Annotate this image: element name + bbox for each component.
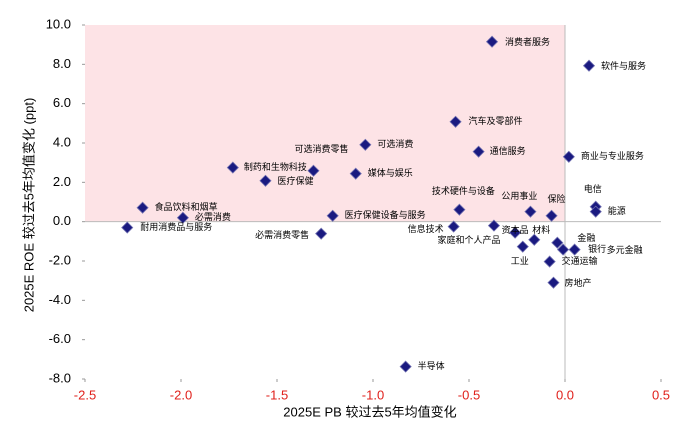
point-label: 商业与专业服务 xyxy=(581,150,644,161)
point xyxy=(545,209,558,222)
y-tick-label: 10.0 xyxy=(46,16,71,31)
point-label: 电信 xyxy=(584,183,602,194)
point xyxy=(472,145,485,158)
point-label: 食品饮料和烟草 xyxy=(155,201,218,212)
x-tick-label: 0.0 xyxy=(556,387,574,402)
point-label: 交通运输 xyxy=(562,255,598,266)
point xyxy=(136,201,149,214)
shaded-region xyxy=(85,25,565,222)
point-label: 必需消费 xyxy=(195,211,231,222)
y-tick-label: 6.0 xyxy=(53,95,71,110)
point xyxy=(315,227,328,240)
point-label: 软件与服务 xyxy=(601,60,646,71)
point xyxy=(176,211,189,224)
y-tick-label: 2.0 xyxy=(53,174,71,189)
point xyxy=(568,243,581,256)
point-label: 医疗保健设备与服务 xyxy=(345,209,426,220)
point-label: 制药和生物科技 xyxy=(244,161,307,172)
point xyxy=(349,167,362,180)
y-axis-title: 2025E ROE 较过去5年均值变化 (ppt) xyxy=(21,98,36,313)
point xyxy=(487,219,501,232)
point-label: 家庭和个人产品 xyxy=(437,234,500,245)
point-label: 半导体 xyxy=(418,360,445,371)
point xyxy=(528,233,541,246)
point xyxy=(589,205,602,218)
point-label: 资本品 xyxy=(502,224,529,235)
x-tick-label: 0.5 xyxy=(652,387,670,402)
point xyxy=(582,59,596,72)
point xyxy=(543,255,556,268)
point xyxy=(359,138,372,151)
point-label: 银行 xyxy=(588,243,606,254)
point xyxy=(449,115,462,128)
point-label: 信息技术 xyxy=(408,223,444,234)
point xyxy=(562,150,575,163)
point xyxy=(557,243,570,256)
x-tick-label: -2.0 xyxy=(170,387,192,402)
point xyxy=(485,35,499,48)
point-label: 保险 xyxy=(548,193,566,204)
point xyxy=(509,226,522,239)
point-label: 技术硬件与设备 xyxy=(432,185,495,196)
point-label: 媒体与娱乐 xyxy=(368,167,413,178)
point-label: 汽车及零部件 xyxy=(469,115,523,126)
point xyxy=(547,276,560,289)
y-tick-label: -4.0 xyxy=(49,292,71,307)
point xyxy=(326,209,339,222)
point-label: 金融 xyxy=(577,232,595,243)
point xyxy=(447,220,460,233)
x-tick-label: -1.5 xyxy=(266,387,288,402)
point-label: 必需消费零售 xyxy=(255,229,309,240)
y-tick-label: -8.0 xyxy=(49,370,71,385)
point-label: 多元金融 xyxy=(607,244,643,255)
point xyxy=(307,164,320,177)
point-label: 公用事业 xyxy=(501,190,537,201)
point xyxy=(226,161,239,174)
point-label: 通信服务 xyxy=(490,145,526,156)
point xyxy=(551,236,564,249)
point-label: 能源 xyxy=(608,205,626,216)
point-label: 耐用消费品与服务 xyxy=(140,221,212,232)
x-tick-label: -2.5 xyxy=(74,387,96,402)
point xyxy=(453,203,466,216)
point-label: 消费者服务 xyxy=(505,36,550,47)
point-label: 房地产 xyxy=(564,277,591,288)
point xyxy=(516,240,529,253)
point xyxy=(259,174,272,187)
x-axis-title: 2025E PB 较过去5年均值变化 xyxy=(283,404,456,419)
point-label: 工业 xyxy=(511,256,529,266)
point-label: 可选消费零售 xyxy=(294,143,348,154)
x-tick-label: -1.0 xyxy=(362,387,384,402)
point xyxy=(524,205,537,218)
y-tick-label: -6.0 xyxy=(49,331,71,346)
point-label: 医疗保健 xyxy=(277,175,313,186)
y-tick-label: 8.0 xyxy=(53,56,71,71)
point-label: 材料 xyxy=(532,224,550,235)
y-tick-label: -2.0 xyxy=(49,252,71,267)
point-label: 可选消费 xyxy=(377,138,413,149)
y-tick-label: 0.0 xyxy=(53,213,71,228)
point xyxy=(121,221,134,234)
y-tick-label: 4.0 xyxy=(53,134,71,149)
point xyxy=(399,360,412,373)
x-tick-label: -0.5 xyxy=(458,387,480,402)
